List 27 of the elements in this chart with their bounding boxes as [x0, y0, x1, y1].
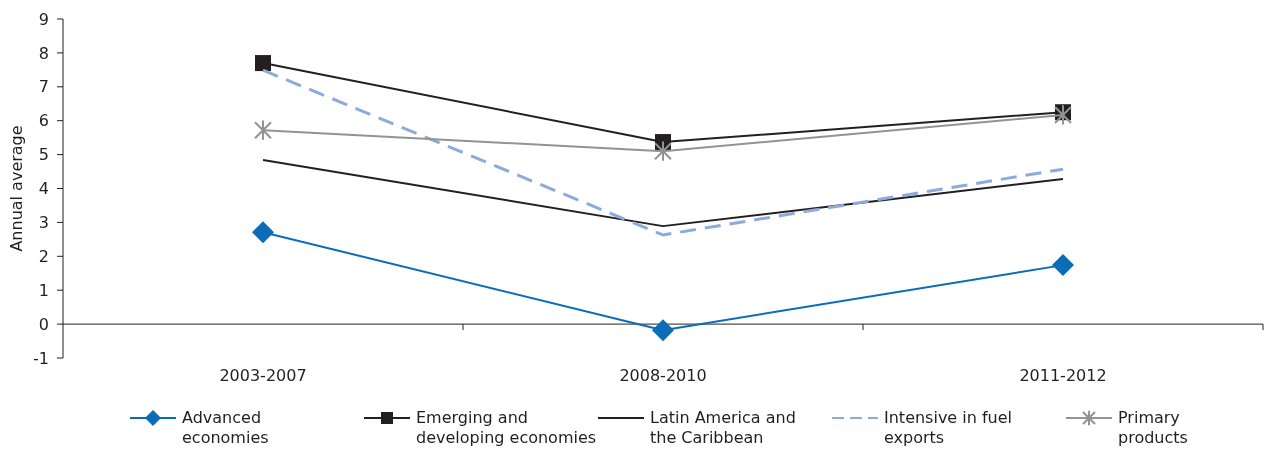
- point: [254, 119, 272, 141]
- legend-label: Advanced economies: [182, 408, 269, 447]
- point: [652, 319, 674, 342]
- y-tick-label: 3: [38, 213, 49, 232]
- legend-label: Latin America and the Caribbean: [650, 408, 796, 447]
- y-tick-label: 6: [38, 111, 49, 131]
- y-tick-label: 5: [38, 145, 49, 165]
- point: [1052, 254, 1074, 277]
- y-tick-label: 2: [38, 246, 49, 266]
- y-axis-title: Annual average: [7, 125, 26, 252]
- point: [1054, 104, 1072, 126]
- legend-label: Emerging and developing economies: [416, 408, 597, 447]
- y-tick-label: 7: [38, 77, 49, 97]
- y-tick-label: 4: [38, 179, 49, 199]
- point: [255, 55, 271, 72]
- y-tick-label: 1: [38, 280, 49, 300]
- point: [654, 140, 672, 162]
- x-tick-label: 2008-2010: [619, 366, 707, 385]
- legend-label: Primary products: [1118, 408, 1188, 447]
- point: [252, 221, 274, 244]
- y-tick-label: -1: [33, 348, 49, 368]
- x-tick-label: 2011-2012: [1019, 366, 1107, 385]
- y-tick-label: 9: [38, 9, 49, 29]
- x-tick-label: 2003-2007: [219, 366, 307, 385]
- y-tick-label: 0: [38, 314, 49, 334]
- legend-label: Intensive in fuel exports: [884, 408, 1013, 447]
- y-tick-label: 8: [38, 43, 49, 63]
